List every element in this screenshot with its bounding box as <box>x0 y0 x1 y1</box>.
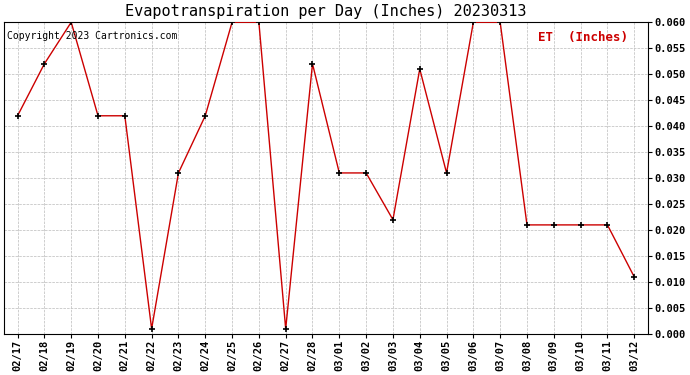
Text: Copyright 2023 Cartronics.com: Copyright 2023 Cartronics.com <box>8 31 178 41</box>
Text: ET  (Inches): ET (Inches) <box>538 31 629 44</box>
Title: Evapotranspiration per Day (Inches) 20230313: Evapotranspiration per Day (Inches) 2023… <box>125 4 526 19</box>
